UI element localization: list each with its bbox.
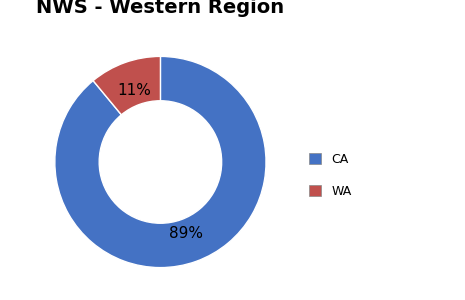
Wedge shape: [93, 56, 160, 115]
Title: NWS - Western Region: NWS - Western Region: [36, 0, 285, 17]
Wedge shape: [55, 56, 266, 268]
Text: 89%: 89%: [169, 226, 203, 241]
Legend: CA, WA: CA, WA: [304, 148, 357, 203]
Text: 11%: 11%: [118, 83, 152, 98]
